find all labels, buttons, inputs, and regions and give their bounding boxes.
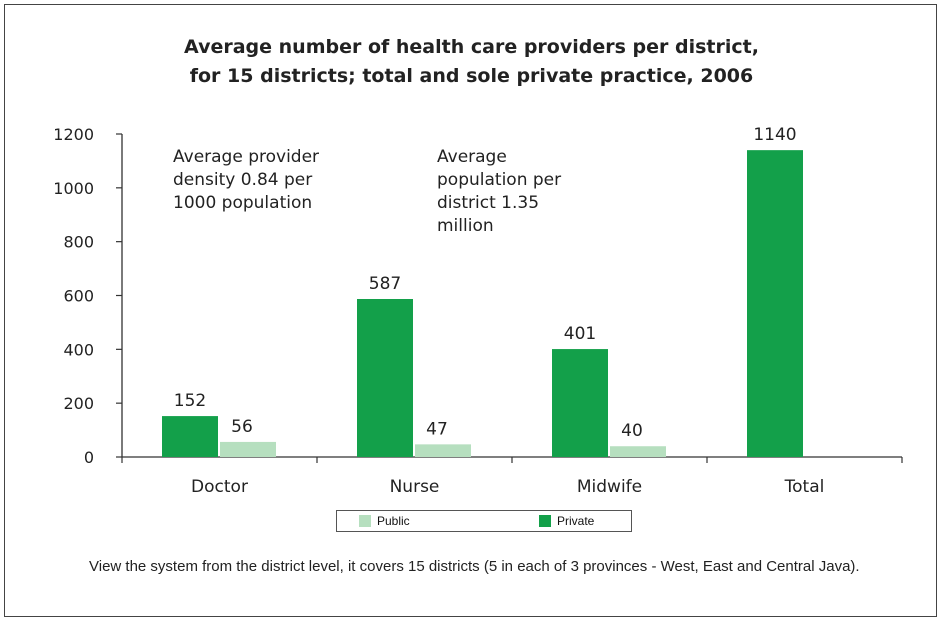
annotation-text: Average (437, 147, 507, 167)
bar-private (552, 349, 608, 457)
legend-item-private: Private (539, 514, 594, 528)
y-tick-label: 1000 (53, 179, 94, 198)
y-tick-label: 0 (84, 448, 94, 467)
legend-label-private: Private (557, 514, 595, 528)
legend: Public Private (336, 510, 632, 532)
bar-public (415, 444, 471, 457)
x-category-label: Doctor (191, 477, 248, 497)
y-tick-label: 800 (63, 233, 94, 252)
chart-title-line-2: for 15 districts; total and sole private… (189, 65, 754, 87)
annotation-text: population per (437, 170, 561, 190)
x-category-label: Nurse (390, 477, 440, 497)
bar-private (162, 416, 218, 457)
legend-swatch-public (359, 515, 371, 527)
annotation-text: density 0.84 per (173, 170, 312, 190)
annotation-text: 1000 population (173, 193, 312, 213)
y-tick-label: 600 (63, 287, 94, 306)
bar-private (747, 150, 803, 457)
annotation-text: district 1.35 (437, 193, 539, 213)
annotation-text: million (437, 216, 494, 236)
y-tick-label: 1200 (53, 125, 94, 144)
legend-item-public: Public (359, 514, 410, 528)
data-label-private: 1140 (753, 125, 796, 145)
chart-title-line-1: Average number of health care providers … (184, 36, 759, 58)
chart-title: Average number of health care providers … (0, 33, 943, 91)
figure-caption: View the system from the district level,… (89, 558, 860, 575)
data-label-private: 587 (369, 274, 401, 294)
data-label-private: 401 (564, 324, 596, 344)
y-tick-label: 400 (63, 340, 94, 359)
data-label-public: 56 (231, 417, 253, 437)
bar-private (357, 298, 413, 457)
legend-swatch-private (539, 515, 551, 527)
data-label-public: 47 (426, 419, 448, 439)
bar-public (220, 441, 276, 457)
data-label-private: 152 (174, 391, 206, 411)
x-category-label: Midwife (577, 477, 642, 497)
x-category-label: Total (784, 477, 825, 497)
y-tick-label: 200 (63, 394, 94, 413)
bar-public (610, 446, 666, 457)
legend-label-public: Public (377, 514, 410, 528)
annotation-text: Average provider (173, 147, 319, 167)
data-label-public: 40 (621, 421, 643, 441)
